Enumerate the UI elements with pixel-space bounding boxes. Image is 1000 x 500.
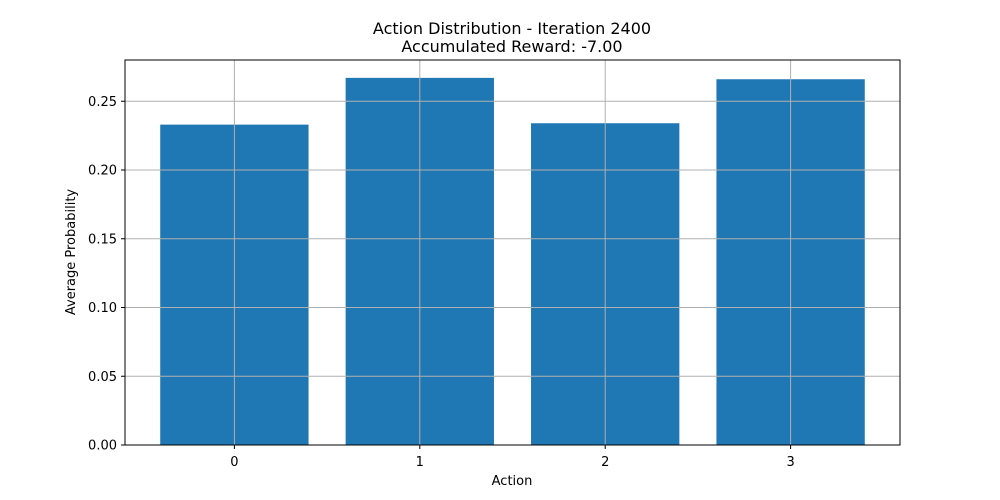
y-tick-label: 0.10 [88, 301, 117, 316]
y-tick-label: 0.20 [88, 164, 117, 179]
plot-frame [124, 59, 901, 446]
chart-subtitle: Accumulated Reward: -7.00 [401, 37, 622, 56]
y-tick-label: 0.15 [88, 232, 117, 247]
y-tick-label: 0.00 [88, 439, 117, 454]
tick-layer: 0.00 0.05 0.10 0.15 0.20 0.25 0 1 2 3 [88, 95, 795, 470]
x-axis-label: Action [492, 474, 533, 489]
bar-layer [160, 77, 865, 445]
x-tick-label: 1 [416, 455, 424, 470]
chart-title: Action Distribution - Iteration 2400 [373, 19, 651, 38]
x-tick-label: 2 [601, 455, 609, 470]
y-tick-label: 0.25 [88, 95, 117, 110]
y-axis-label: Average Probability [64, 189, 79, 316]
x-tick-label: 0 [230, 455, 238, 470]
x-tick-label: 3 [786, 455, 794, 470]
y-tick-label: 0.05 [88, 370, 117, 385]
